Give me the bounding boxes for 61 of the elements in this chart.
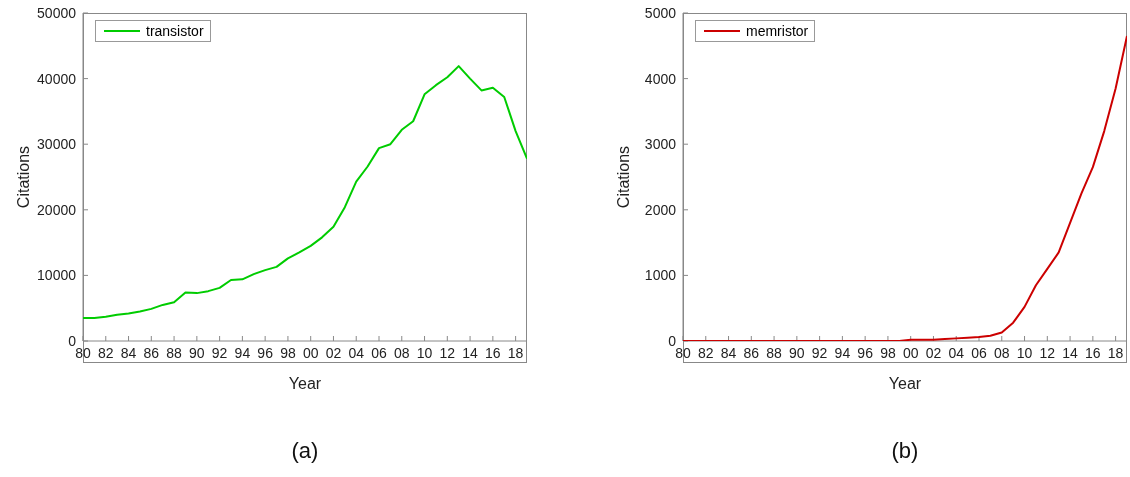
y-tick-label: 0 — [68, 332, 77, 349]
y-tick-label: 2000 — [644, 201, 677, 218]
x-tick-label: 86 — [143, 344, 160, 361]
y-tick-label: 0 — [668, 332, 677, 349]
x-tick-label: 86 — [743, 344, 760, 361]
x-tick-label: 00 — [902, 344, 919, 361]
x-tick-label: 06 — [371, 344, 387, 361]
x-tick-label: 08 — [993, 344, 1010, 361]
x-axis-title: Year — [288, 375, 322, 392]
y-tick-label: 3000 — [644, 136, 677, 153]
text: (b) — [890, 438, 920, 464]
x-tick-label: 14 — [462, 344, 479, 361]
x-tick-label: 18 — [507, 344, 524, 361]
x-tick-label: 88 — [766, 344, 783, 361]
x-tick-label: 94 — [234, 344, 251, 361]
y-tick-label: 5000 — [644, 4, 677, 21]
x-tick-label: 80 — [675, 344, 691, 361]
x-axis-title: Year — [888, 375, 922, 392]
x-tick-label: 04 — [348, 344, 365, 361]
x-tick-label: 96 — [257, 344, 274, 361]
y-axis-title: Citations — [14, 145, 32, 209]
legend-label: memristor — [746, 23, 809, 39]
x-tick-label: 90 — [189, 344, 205, 361]
x-tick-label: 16 — [1085, 344, 1101, 361]
y-tick-label: 1000 — [644, 267, 677, 284]
y-tick-label: 20000 — [37, 201, 77, 218]
x-tick-label: 06 — [971, 344, 987, 361]
x-tick-label: 92 — [211, 344, 228, 361]
x-tick-label: 84 — [720, 344, 737, 361]
y-tick-label: 30000 — [37, 136, 77, 153]
y-axis-title: Citations — [614, 145, 632, 209]
x-tick-label: 10 — [1016, 344, 1033, 361]
line-series — [83, 65, 527, 320]
x-tick-label: 14 — [1062, 344, 1079, 361]
y-tick-label: 10000 — [37, 267, 77, 284]
x-tick-label: 04 — [948, 344, 965, 361]
x-tick-label: 00 — [302, 344, 319, 361]
x-tick-label: 98 — [280, 344, 296, 361]
x-tick-label: 82 — [697, 344, 714, 361]
x-tick-label: 82 — [97, 344, 114, 361]
y-tick-label: 40000 — [37, 70, 77, 87]
x-tick-label: 02 — [925, 344, 942, 361]
x-tick-label: 94 — [834, 344, 851, 361]
x-tick-label: 88 — [166, 344, 183, 361]
x-tick-label: 92 — [811, 344, 828, 361]
x-tick-label: 80 — [75, 344, 91, 361]
x-tick-label: 96 — [857, 344, 874, 361]
x-tick-label: 08 — [393, 344, 410, 361]
y-tick-label: 50000 — [37, 4, 77, 21]
x-tick-label: 84 — [120, 344, 137, 361]
x-tick-label: 16 — [485, 344, 501, 361]
x-tick-label: 90 — [789, 344, 805, 361]
x-tick-label: 12 — [1039, 344, 1056, 361]
x-tick-label: 02 — [325, 344, 342, 361]
text: (a) — [290, 438, 320, 464]
y-tick-label: 4000 — [644, 70, 677, 87]
legend-label: transistor — [146, 23, 204, 39]
x-tick-label: 12 — [439, 344, 456, 361]
x-tick-label: 18 — [1107, 344, 1124, 361]
x-tick-label: 98 — [880, 344, 896, 361]
x-tick-label: 10 — [416, 344, 433, 361]
